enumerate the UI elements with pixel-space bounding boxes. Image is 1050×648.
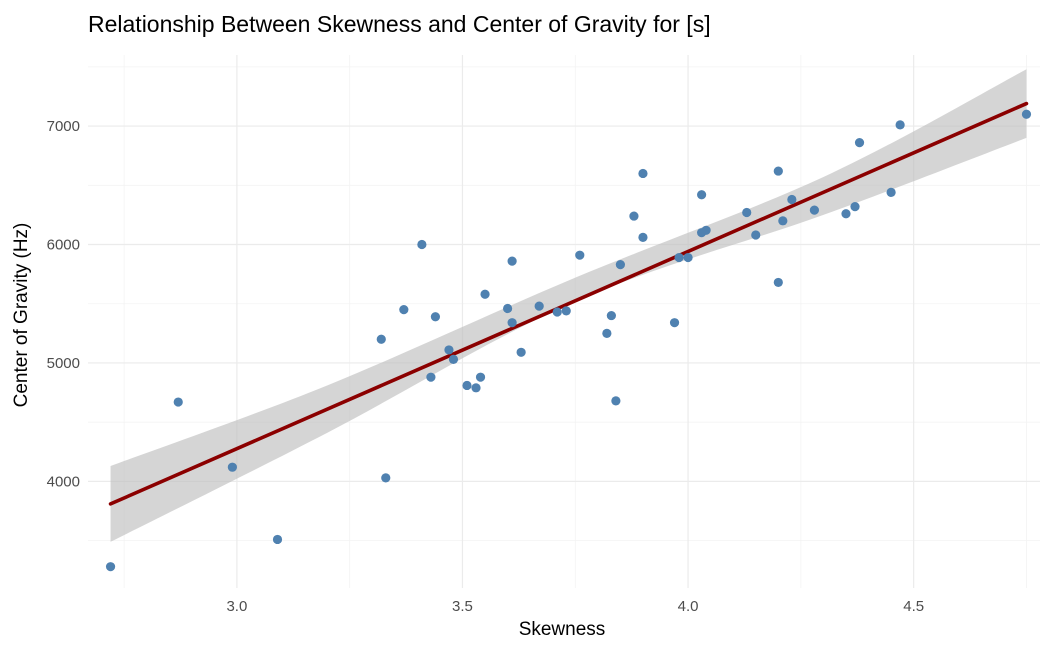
data-point [773,166,783,176]
y-axis-title: Center of Gravity (Hz) [11,223,32,408]
data-point [399,305,409,315]
data-point [787,194,797,205]
data-point [778,216,788,226]
data-point [475,372,486,382]
data-point [611,396,621,406]
data-points-group [105,109,1032,572]
data-point [575,250,585,260]
data-point [448,354,459,365]
data-point [638,232,648,243]
data-point [430,312,441,322]
data-point [1021,109,1032,119]
y-tick-label: 6000 [47,237,80,254]
data-point [507,318,517,328]
data-point [615,260,625,270]
data-point [471,383,481,393]
data-point [272,534,283,545]
data-point [552,307,562,317]
y-tick-label: 7000 [47,118,80,135]
data-point [417,239,427,250]
x-tick-label: 3.5 [452,598,473,615]
data-point [444,345,454,355]
data-point [516,347,526,357]
data-point [669,318,680,328]
data-point [606,310,616,321]
minor-gridlines [88,55,1040,588]
data-point [480,289,490,299]
data-point [376,334,386,344]
data-point [503,303,513,314]
data-point [561,306,571,316]
x-tick-label: 4.5 [903,598,924,615]
data-point [507,256,517,266]
y-tick-label: 5000 [47,355,80,372]
data-point [809,205,820,215]
data-point [638,168,648,179]
x-axis-title: Skewness [519,619,606,640]
y-tick-label: 4000 [47,473,80,490]
data-point [742,207,752,218]
data-point [534,301,544,311]
data-point [841,209,851,219]
regression-line [108,101,1029,506]
data-point [850,202,860,212]
data-point [227,462,237,472]
data-point [751,230,761,240]
data-point [674,252,684,263]
data-point [895,120,905,130]
major-gridlines [88,55,1040,588]
data-point [629,211,639,221]
data-point [886,187,896,197]
x-tick-labels: 3.0 3.5 4.0 4.5 [226,598,924,615]
data-point [105,562,116,572]
y-tick-labels: 4000 5000 6000 7000 [47,118,80,490]
confidence-band [110,69,1027,542]
data-point [701,225,711,235]
data-point [854,138,865,148]
regression-line-group [108,101,1029,506]
data-point [381,473,391,483]
data-point [602,328,612,338]
x-tick-label: 4.0 [678,598,699,615]
chart-title: Relationship Between Skewness and Center… [88,11,711,37]
data-point [173,397,183,407]
data-point [697,190,707,200]
x-tick-label: 3.0 [226,598,247,615]
data-point [773,277,783,288]
confidence-band-group [110,69,1027,542]
data-point [426,372,436,382]
data-point [683,252,693,263]
data-point [462,380,472,391]
